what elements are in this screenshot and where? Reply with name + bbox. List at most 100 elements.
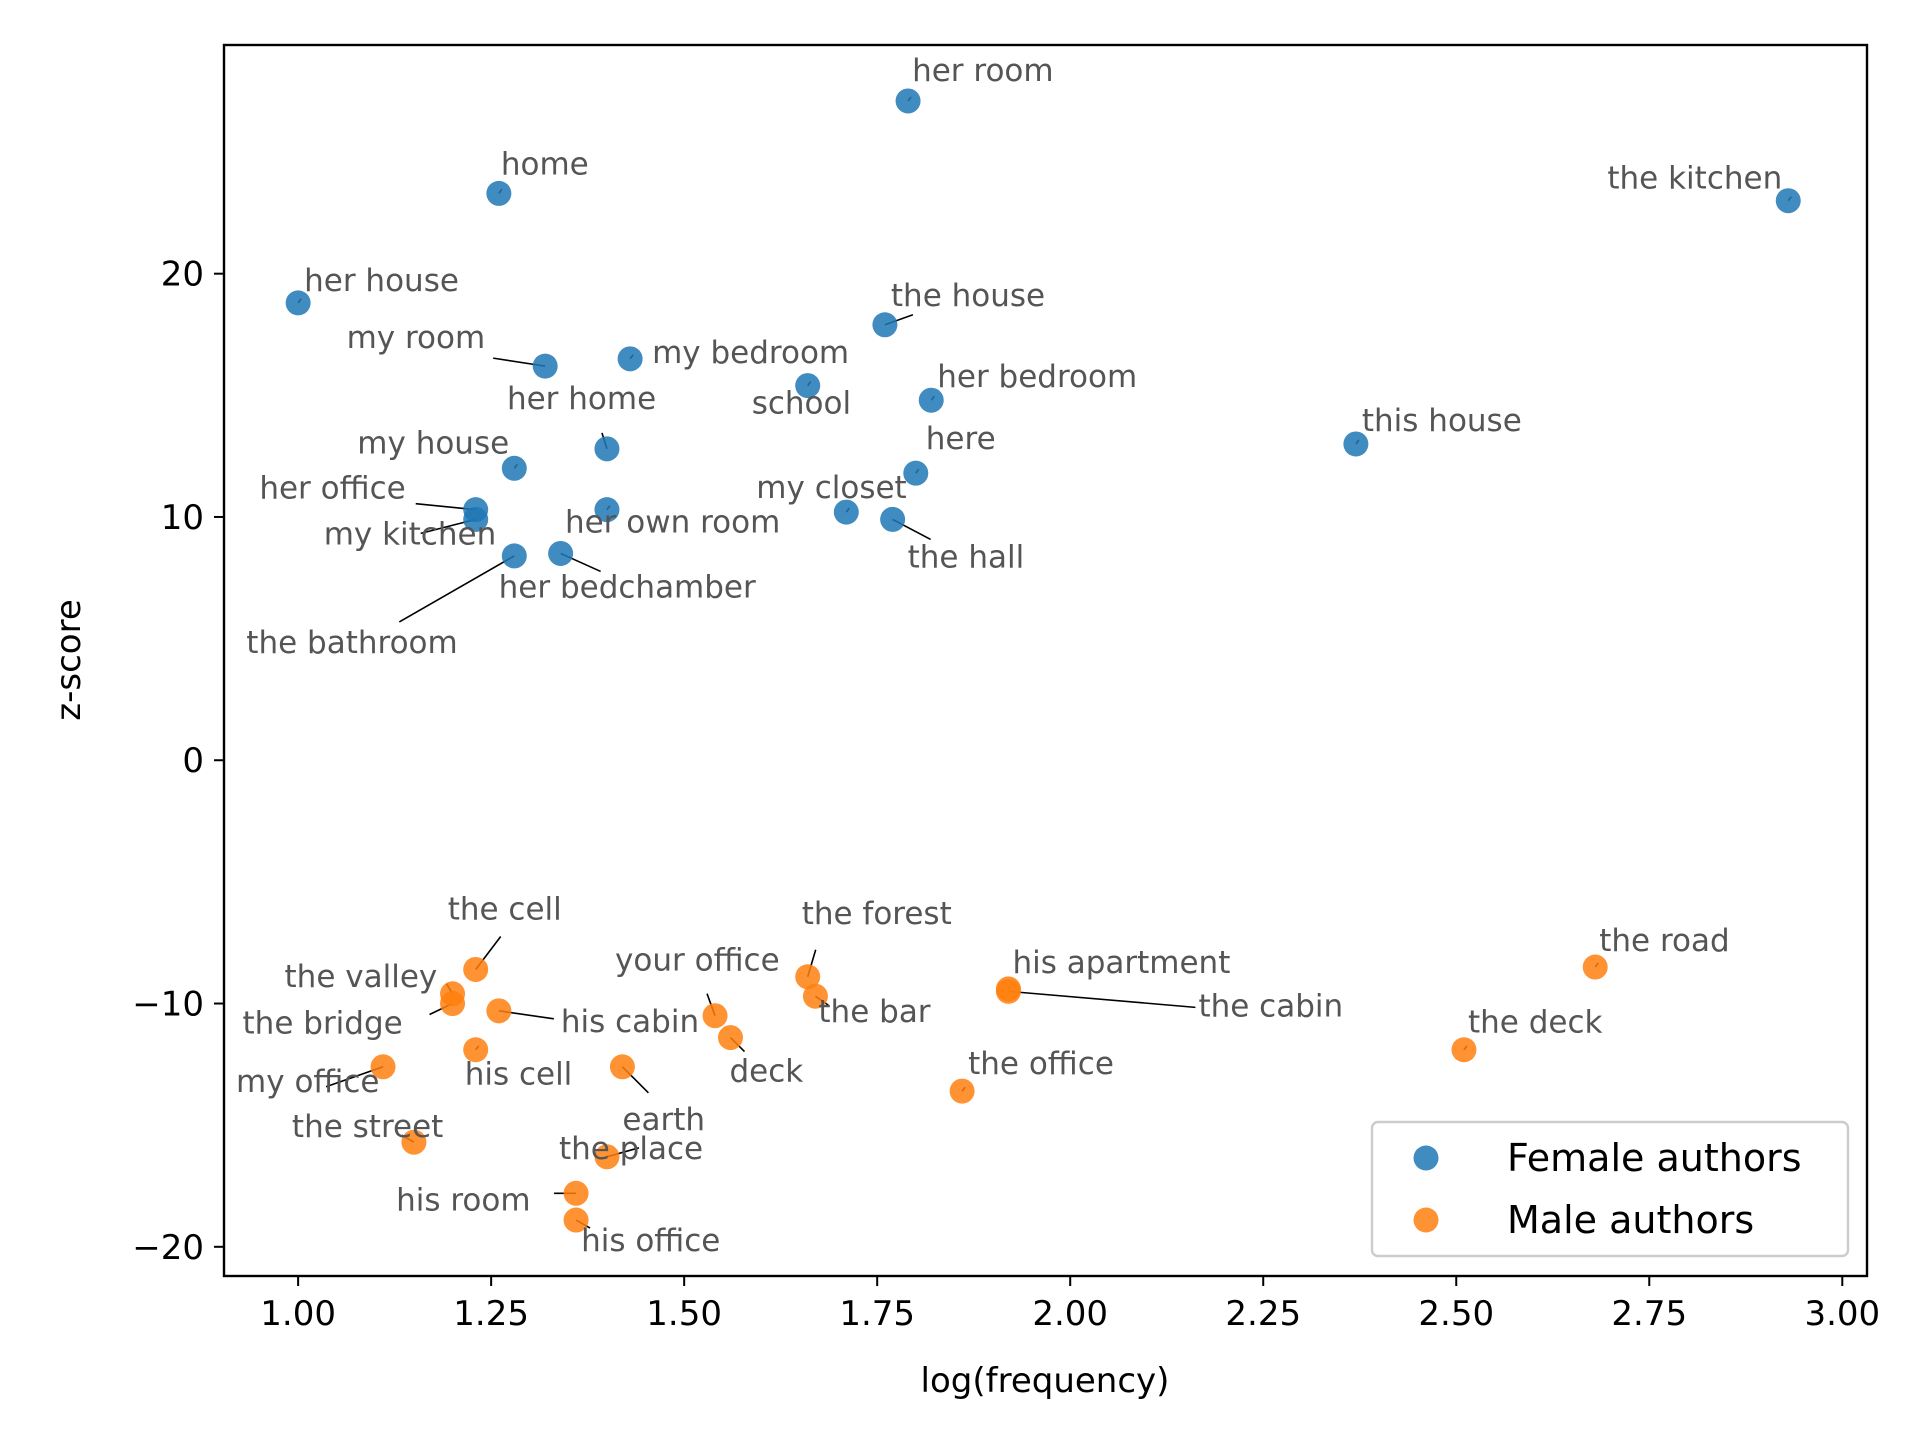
- point-label: her own room: [565, 505, 780, 541]
- point-label: my office: [236, 1064, 379, 1100]
- data-point: [1451, 1037, 1477, 1063]
- point-label: the bridge: [243, 1006, 403, 1042]
- point-label: the valley: [285, 959, 438, 995]
- x-axis-label: log(frequency): [921, 1361, 1170, 1401]
- data-point: [872, 312, 898, 338]
- data-point: [501, 543, 527, 569]
- legend: Female authors Male authors: [1370, 1120, 1850, 1258]
- data-point: [532, 353, 558, 379]
- y-axis-label: z-score: [49, 599, 89, 720]
- label-connector: [1008, 990, 1196, 1009]
- data-point: [548, 540, 574, 566]
- x-tick-label: 2.50: [1418, 1294, 1494, 1334]
- legend-marker: [1413, 1145, 1439, 1171]
- point-label: the house: [891, 278, 1045, 314]
- data-point: [880, 506, 906, 532]
- data-point: [401, 1129, 427, 1155]
- point-labels: her room home the kitchen her house the hous…: [236, 53, 1782, 1259]
- y-tick-label: 10: [161, 498, 204, 538]
- point-label: my kitchen: [324, 516, 497, 552]
- y-tick-label: 0: [182, 741, 204, 781]
- data-point: [1775, 188, 1801, 214]
- point-label: the road: [1599, 923, 1729, 959]
- point-label: the hall: [908, 539, 1025, 575]
- y-tick-label: −20: [132, 1228, 204, 1268]
- point-label: my bedroom: [652, 335, 849, 371]
- data-point: [285, 290, 311, 316]
- data-point: [440, 991, 466, 1017]
- data-point: [617, 346, 643, 372]
- point-label: the bathroom: [246, 625, 457, 661]
- point-label: deck: [729, 1054, 803, 1090]
- data-point: [995, 978, 1021, 1004]
- x-tick-label: 2.00: [1032, 1294, 1108, 1334]
- data-point: [594, 436, 620, 462]
- label-connector: [398, 555, 515, 623]
- data-point: [563, 1180, 589, 1206]
- point-label: here: [926, 421, 996, 457]
- point-label: the place: [559, 1131, 703, 1167]
- data-point: [501, 455, 527, 481]
- data-point: [949, 1078, 975, 1104]
- data-point: [833, 499, 859, 525]
- x-tick-label: 2.25: [1225, 1294, 1301, 1334]
- point-label: the forest: [802, 896, 952, 932]
- data-point: [802, 983, 828, 1009]
- plot-frame: [222, 43, 1869, 1278]
- point-label: your office: [615, 943, 780, 979]
- x-tick-label: 1.75: [839, 1294, 915, 1334]
- data-point: [903, 460, 929, 486]
- point-label: the office: [968, 1046, 1114, 1082]
- x-tick-label: 3.00: [1804, 1294, 1880, 1334]
- data-point: [463, 956, 489, 982]
- point-label: this house: [1362, 403, 1522, 439]
- data-point: [1582, 954, 1608, 980]
- point-label: his room: [396, 1182, 530, 1218]
- x-tick-label: 2.75: [1611, 1294, 1687, 1334]
- legend-entry-label: Female authors: [1507, 1136, 1802, 1180]
- point-label: my house: [357, 425, 509, 461]
- data-point: [486, 998, 512, 1024]
- data-point: [463, 506, 489, 532]
- data-point: [795, 373, 821, 399]
- point-label: his cell: [465, 1057, 573, 1093]
- point-label: her office: [259, 471, 405, 507]
- x-tick-label: 1.25: [453, 1294, 529, 1334]
- data-point: [563, 1207, 589, 1233]
- legend-marker: [1413, 1207, 1439, 1233]
- point-label: my room: [347, 320, 486, 356]
- point-label: her bedroom: [937, 359, 1137, 395]
- legend-entry-label: Male authors: [1507, 1198, 1754, 1242]
- point-label: her room: [912, 53, 1054, 89]
- data-point: [795, 964, 821, 990]
- data-point: [609, 1054, 635, 1080]
- point-label: her bedchamber: [499, 569, 756, 605]
- point-label: his office: [581, 1223, 720, 1259]
- x-tick-label: 1.50: [646, 1294, 722, 1334]
- data-point: [717, 1025, 743, 1051]
- data-point: [895, 88, 921, 114]
- data-point: [486, 180, 512, 206]
- data-points: [285, 88, 1801, 1233]
- y-tick-label: −10: [132, 985, 204, 1025]
- point-label: the cabin: [1198, 988, 1343, 1024]
- point-label: my closet: [756, 470, 906, 506]
- point-label: the cell: [448, 891, 562, 927]
- point-label: the kitchen: [1607, 161, 1782, 197]
- point-label: her house: [304, 263, 459, 299]
- data-point: [702, 1003, 728, 1029]
- point-label: the bar: [818, 994, 930, 1030]
- axis-ticks: 1.00 1.25 1.50 1.75 2.00 2.25 2.50 2.75 3.00 20 10…: [132, 255, 1880, 1334]
- data-point: [594, 497, 620, 523]
- point-label: her home: [507, 381, 656, 417]
- point-label: his apartment: [1012, 945, 1230, 981]
- point-label: home: [501, 146, 589, 182]
- legend-box: [1370, 1120, 1850, 1258]
- point-label: the deck: [1468, 1005, 1603, 1041]
- y-tick-label: 20: [161, 255, 204, 295]
- point-label: school: [752, 386, 851, 422]
- point-label: the street: [292, 1109, 443, 1145]
- data-point: [370, 1054, 396, 1080]
